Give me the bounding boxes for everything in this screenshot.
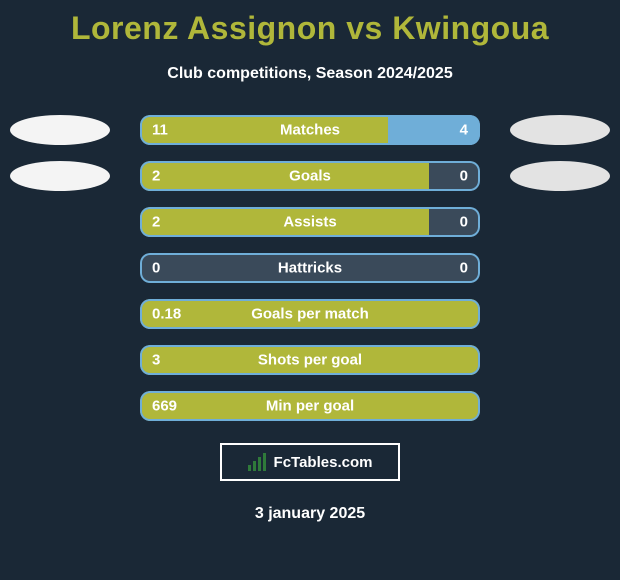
stat-label: Hattricks: [278, 260, 342, 277]
stat-bar: 2 0 Assists: [140, 207, 480, 237]
stat-label: Assists: [283, 214, 336, 231]
bar-segment-left: [140, 161, 429, 191]
stat-value-right: 4: [460, 122, 468, 139]
player-oval-left: [10, 115, 110, 145]
player-oval-right: [510, 161, 610, 191]
stat-value-right: 0: [460, 168, 468, 185]
stat-value-left: 3: [152, 352, 160, 369]
logo-text: FcTables.com: [274, 454, 373, 471]
stats-comparison-card: Lorenz Assignon vs Kwingoua Club competi…: [0, 0, 620, 580]
stat-value-right: 0: [460, 214, 468, 231]
stat-label: Matches: [280, 122, 340, 139]
stat-row: 3 Shots per goal: [0, 345, 620, 375]
page-subtitle: Club competitions, Season 2024/2025: [0, 65, 620, 83]
stat-bar: 0 0 Hattricks: [140, 253, 480, 283]
stat-value-left: 0: [152, 260, 160, 277]
stat-label: Min per goal: [266, 398, 354, 415]
bar-chart-icon: [248, 453, 268, 471]
stat-value-right: 0: [460, 260, 468, 277]
stat-row: 11 4 Matches: [0, 115, 620, 145]
page-title: Lorenz Assignon vs Kwingoua: [0, 10, 620, 47]
stat-row: 2 0 Assists: [0, 207, 620, 237]
stat-value-left: 2: [152, 214, 160, 231]
stat-bar: 0.18 Goals per match: [140, 299, 480, 329]
stat-bar: 11 4 Matches: [140, 115, 480, 145]
stats-area: 11 4 Matches 2 0 Goals 2 0 Assists 0 0 Hattricks 0.1…: [0, 115, 620, 421]
player-oval-left: [10, 161, 110, 191]
player-oval-right: [510, 115, 610, 145]
stat-value-left: 11: [152, 122, 168, 139]
stat-label: Goals per match: [251, 306, 369, 323]
stat-bar: 3 Shots per goal: [140, 345, 480, 375]
stat-bar: 2 0 Goals: [140, 161, 480, 191]
stat-row: 669 Min per goal: [0, 391, 620, 421]
stat-value-left: 669: [152, 398, 177, 415]
stat-bar: 669 Min per goal: [140, 391, 480, 421]
stat-value-left: 2: [152, 168, 160, 185]
stat-row: 0.18 Goals per match: [0, 299, 620, 329]
stat-label: Shots per goal: [258, 352, 362, 369]
date-label: 3 january 2025: [0, 505, 620, 523]
stat-row: 0 0 Hattricks: [0, 253, 620, 283]
source-logo: FcTables.com: [220, 443, 400, 481]
stat-value-left: 0.18: [152, 306, 181, 323]
bar-segment-left: [140, 115, 388, 145]
stat-row: 2 0 Goals: [0, 161, 620, 191]
stat-label: Goals: [289, 168, 331, 185]
